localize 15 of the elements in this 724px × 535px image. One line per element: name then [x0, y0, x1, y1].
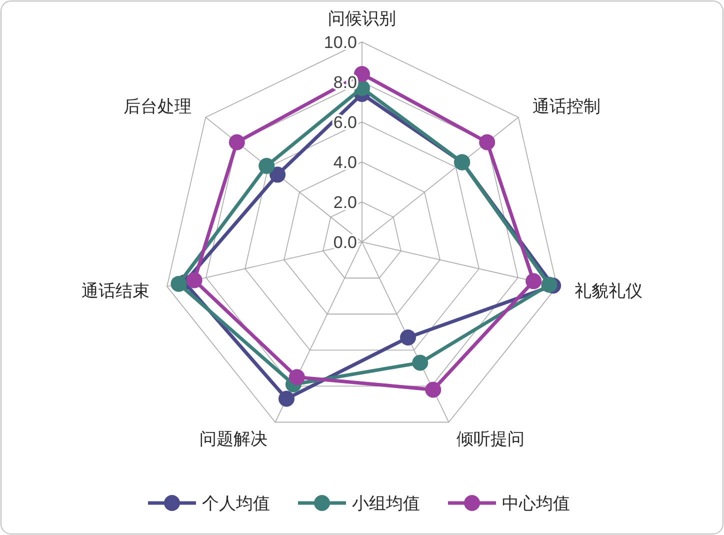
spoke-label: 后台处理: [124, 97, 192, 116]
spoke-label: 通话控制: [532, 97, 600, 116]
spoke-label: 问题解决: [199, 429, 268, 448]
legend-label: 个人均值: [202, 494, 270, 513]
y-tick-label: 6.0: [333, 113, 357, 132]
y-tick-label: 4.0: [333, 153, 357, 172]
spoke-label: 问候识别: [328, 9, 396, 28]
y-tick-label: 0.0: [333, 233, 357, 252]
spoke-label: 倾听提问: [456, 429, 525, 448]
y-tick-label: 10.0: [324, 33, 357, 52]
legend-label: 中心均值: [502, 494, 570, 513]
y-tick-label: 2.0: [333, 193, 357, 212]
legend-label: 小组均值: [352, 494, 420, 513]
spoke-label: 礼貌礼仪: [574, 282, 643, 301]
spoke-label: 通话结束: [81, 282, 150, 301]
